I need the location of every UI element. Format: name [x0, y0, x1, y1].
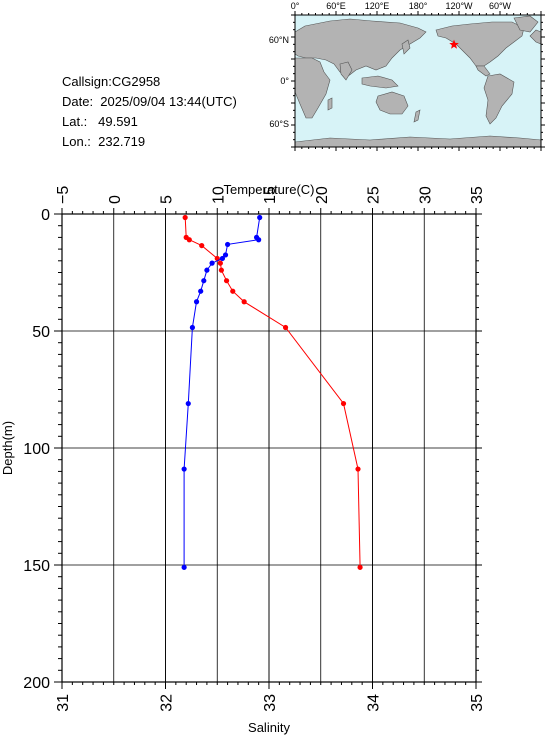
- temperature-point: [223, 278, 230, 284]
- depth-axis-title: Depth(m): [0, 421, 15, 475]
- temperature-tick-label: 15: [262, 186, 279, 204]
- temperature-point: [218, 267, 224, 273]
- depth-tick-label: 0: [41, 207, 50, 224]
- temperature-tick-label: 30: [417, 186, 434, 204]
- salinity-point: [222, 252, 229, 258]
- land-india: [339, 61, 353, 81]
- temperature-point: [355, 466, 361, 472]
- depth-tick-label: 200: [23, 675, 50, 692]
- depth-tick-label: 150: [23, 558, 50, 575]
- longitude-text: Lon.: 232.719: [62, 134, 146, 149]
- salinity-point: [189, 324, 196, 331]
- salinity-point: [256, 237, 262, 243]
- temperature-point: [182, 214, 188, 221]
- depth-tick-label: 100: [23, 441, 50, 458]
- land-greenland: [513, 15, 539, 33]
- temperature-tick-label: 10: [210, 186, 227, 204]
- salinity-point: [257, 214, 263, 221]
- world-map: 0° 60°E 120°E 180° 120°W 60°W 60°N 0° 60…: [269, 1, 545, 151]
- land-madagascar: [327, 97, 333, 111]
- temperature-tick-label: 0: [107, 195, 124, 204]
- map-label-120w: 120°W: [445, 1, 473, 11]
- land-eurasia: [294, 18, 427, 78]
- map-label-120e: 120°E: [365, 1, 390, 11]
- salinity-axis: 31 32 33 34 35: [55, 682, 486, 712]
- map-label-180: 180°: [409, 1, 428, 11]
- map-left-labels: 60°N 0° 60°S: [269, 35, 290, 129]
- temperature-point: [199, 242, 205, 249]
- map-label-60w: 60°W: [489, 1, 512, 11]
- temperature-point: [340, 400, 347, 407]
- temperature-point: [186, 237, 192, 243]
- temperature-point: [241, 299, 247, 305]
- depth-axis: 0 50 100 150 200: [23, 207, 50, 692]
- temperature-point: [230, 288, 236, 294]
- salinity-point: [219, 255, 226, 262]
- station-info: Callsign:CG2958 Date: 2025/09/04 13:44(U…: [62, 72, 237, 152]
- salinity-point: [225, 241, 231, 248]
- salinity-axis-title: Salinity: [248, 720, 290, 735]
- map-label-60n: 60°N: [269, 35, 289, 45]
- latitude-text: Lat.: 49.591: [62, 114, 138, 129]
- land-new-zealand: [413, 109, 421, 123]
- temperature-axis-title: Temperature(C): [223, 182, 314, 197]
- temperature-tick-label: −5: [55, 186, 72, 204]
- station-marker-star: [449, 39, 459, 49]
- land-australia: [375, 91, 409, 115]
- salinity-point: [198, 288, 204, 294]
- land-sea-islands: [361, 75, 399, 89]
- salinity-point: [201, 278, 207, 284]
- salinity-tick-label: 31: [55, 694, 72, 712]
- salinity-point: [181, 466, 187, 472]
- map-label-0lat: 0°: [280, 76, 289, 86]
- chart-grid: [62, 214, 476, 682]
- temperature-line: [184, 217, 361, 568]
- salinity-point: [185, 400, 191, 407]
- salinity-tick-label: 32: [159, 694, 176, 712]
- map-label-60e: 60°E: [326, 1, 346, 11]
- temperature-tick-label: 35: [469, 186, 486, 204]
- temperature-tick-label: 5: [159, 195, 176, 204]
- series-layer: [181, 214, 363, 570]
- map-land: [294, 15, 542, 148]
- callsign-text: Callsign:CG2958: [62, 74, 161, 89]
- salinity-point: [204, 267, 210, 273]
- salinity-tick-label: 35: [469, 694, 486, 712]
- salinity-point: [209, 260, 215, 266]
- land-central-america: [475, 65, 491, 77]
- temperature-tick-label: 20: [314, 186, 331, 204]
- date-text: Date: 2025/09/04 13:44(UTC): [62, 94, 237, 109]
- salinity-point: [181, 564, 187, 570]
- land-japan: [401, 39, 411, 55]
- temperature-point: [357, 564, 363, 570]
- salinity-tick-label: 33: [262, 694, 279, 712]
- map-label-0: 0°: [291, 1, 300, 11]
- temperature-point: [217, 260, 223, 266]
- depth-tick-label: 50: [32, 324, 50, 341]
- land-africa: [294, 57, 331, 119]
- temperature-tick-label: 25: [366, 186, 383, 204]
- map-top-labels: 0° 60°E 120°E 180° 120°W 60°W: [291, 1, 512, 11]
- map-tick-marks: [291, 11, 545, 151]
- map-label-60s: 60°S: [269, 119, 289, 129]
- salinity-tick-label: 34: [366, 694, 383, 712]
- land-south-america: [483, 73, 515, 125]
- temperature-axis: −5 0 5 10 15 20 25 30 35: [55, 186, 486, 214]
- salinity-point: [193, 299, 200, 305]
- temperature-point: [282, 324, 289, 331]
